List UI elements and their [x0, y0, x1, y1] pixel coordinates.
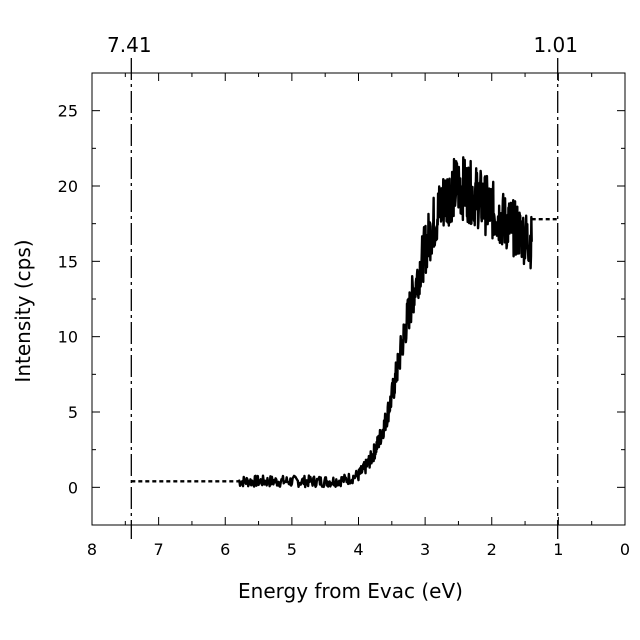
x-tick-label: 8 — [87, 540, 97, 559]
x-tick-label: 7 — [154, 540, 164, 559]
x-tick-label: 5 — [287, 540, 297, 559]
x-tick-label: 0 — [620, 540, 630, 559]
x-tick-label: 2 — [487, 540, 497, 559]
y-tick-label: 25 — [58, 102, 78, 121]
plot-frame — [92, 73, 625, 525]
series-line — [239, 157, 532, 487]
marker-label: 7.41 — [107, 33, 152, 57]
chart-canvas: 8765432100510152025Energy from Evac (eV)… — [0, 0, 640, 640]
y-tick-label: 15 — [58, 252, 78, 271]
marker-label: 1.01 — [533, 33, 578, 57]
x-tick-label: 1 — [553, 540, 563, 559]
x-tick-label: 6 — [220, 540, 230, 559]
y-tick-label: 5 — [68, 403, 78, 422]
y-tick-label: 10 — [58, 328, 78, 347]
x-axis-title: Energy from Evac (eV) — [238, 579, 463, 603]
x-tick-label: 3 — [420, 540, 430, 559]
x-tick-label: 4 — [353, 540, 363, 559]
y-tick-label: 0 — [68, 478, 78, 497]
y-axis-title: Intensity (cps) — [11, 239, 35, 382]
y-tick-label: 20 — [58, 177, 78, 196]
